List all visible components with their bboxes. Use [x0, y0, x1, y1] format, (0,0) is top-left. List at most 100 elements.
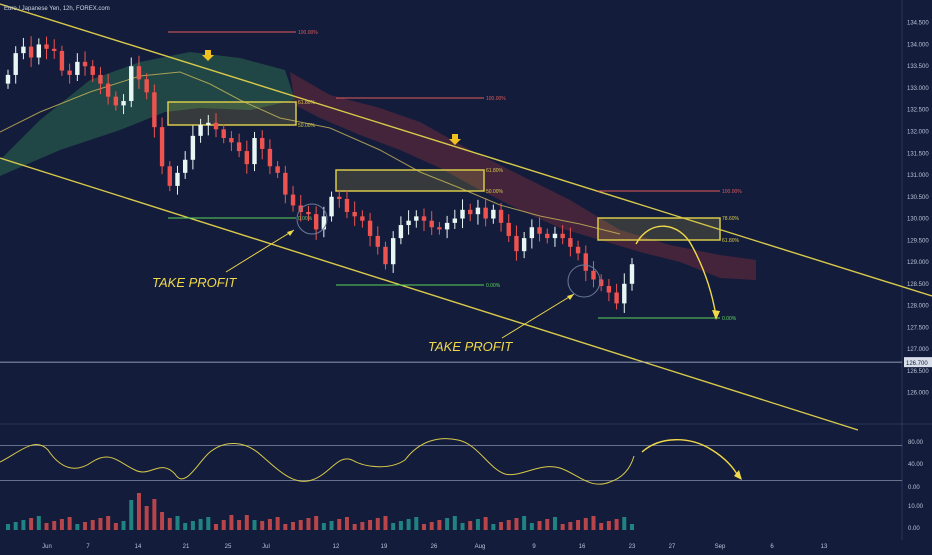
candle-body — [444, 222, 450, 230]
volume-bar — [622, 517, 627, 530]
candle-body — [28, 46, 34, 58]
candle-body — [390, 238, 396, 265]
fib-zone — [336, 170, 484, 191]
volume-bar — [414, 517, 419, 530]
ichimoku-cloud-green — [0, 52, 295, 176]
candle-body — [275, 166, 280, 173]
price-axis-tick: 133.000 — [907, 86, 929, 92]
volume-bar — [229, 515, 234, 530]
volume-bar — [506, 520, 511, 530]
volume-bar — [383, 516, 388, 530]
down-arrow-icon — [202, 50, 214, 61]
volume-bar — [529, 523, 534, 530]
fib-level-label: 61.80% — [722, 238, 740, 244]
time-axis-tick: Aug — [475, 544, 486, 550]
candle-body — [383, 246, 388, 265]
candle-body — [552, 233, 558, 239]
volume-bar — [452, 516, 457, 530]
candle-body — [598, 279, 604, 286]
price-axis-tick: 129.500 — [907, 238, 929, 244]
volume-bar — [491, 524, 496, 530]
volume-bar — [599, 523, 604, 530]
volume-bar — [252, 520, 257, 530]
volume-bar — [591, 516, 596, 530]
volume-bar — [344, 517, 349, 530]
time-axis-tick: 6 — [770, 544, 774, 550]
candle-body — [221, 129, 226, 139]
time-axis-tick: 25 — [225, 544, 232, 550]
candle-body — [36, 44, 42, 58]
volume-bar — [475, 519, 480, 530]
volume-bar — [98, 518, 103, 530]
volume-bar — [221, 520, 226, 530]
candle-body — [244, 151, 250, 165]
volume-bar — [275, 517, 280, 530]
volume-bar — [352, 524, 357, 530]
candle-body — [614, 292, 619, 304]
candle-body — [514, 235, 519, 252]
volume-bar — [6, 524, 10, 530]
candle-body — [190, 135, 196, 160]
candle-body — [260, 138, 265, 149]
volume-axis-tick: 10.00 — [908, 504, 924, 510]
volume-bar — [321, 523, 326, 530]
candle-body — [90, 66, 95, 75]
candle-body — [252, 138, 257, 165]
volume-bar — [568, 522, 573, 530]
volume-bar — [36, 516, 41, 530]
volume-bar — [545, 519, 550, 530]
time-axis-tick: 21 — [183, 544, 190, 550]
volume-bar — [483, 517, 488, 530]
fib-level-label: 100.00% — [722, 189, 742, 195]
candle-body — [144, 79, 149, 93]
price-axis-tick: 126.000 — [907, 391, 929, 397]
fib-zone — [598, 218, 720, 240]
candle-body — [13, 53, 18, 75]
rsi-projection-arrowhead-icon — [734, 470, 742, 480]
channel-upper-line — [0, 3, 932, 297]
volume-axis-tick: 0.00 — [908, 526, 920, 532]
candle-body — [198, 124, 203, 136]
price-axis-tick: 134.000 — [907, 42, 929, 48]
fib-level-label: 50.00% — [298, 123, 316, 129]
candle-body — [360, 216, 365, 221]
volume-bar — [306, 518, 311, 530]
time-axis-tick: 19 — [381, 544, 388, 550]
fib-zone — [168, 102, 296, 125]
time-axis-tick: Sep — [715, 544, 726, 550]
fib-level-label: 0.00% — [486, 283, 501, 289]
volume-bar — [391, 523, 396, 530]
candle-body — [498, 209, 504, 223]
candle-body — [606, 285, 612, 293]
volume-bar — [406, 519, 411, 530]
fib-level-label: 78.60% — [722, 216, 740, 222]
pointer-arrowhead-icon — [567, 294, 574, 300]
time-axis-tick: Jun — [42, 544, 52, 550]
volume-bar — [183, 523, 188, 530]
price-axis-tick: 129.000 — [907, 260, 929, 266]
candle-body — [5, 74, 11, 84]
volume-bar — [67, 517, 72, 530]
rsi-axis-tick: 40.00 — [908, 462, 924, 468]
volume-bar — [630, 524, 634, 530]
candle-body — [521, 238, 527, 252]
candle-body — [468, 209, 473, 215]
volume-bar — [214, 524, 218, 530]
volume-bar — [52, 521, 57, 530]
volume-bar — [59, 519, 64, 530]
time-axis-tick: 27 — [669, 544, 676, 550]
volume-bar — [152, 499, 157, 530]
candle-body — [452, 218, 458, 223]
volume-bar — [167, 518, 172, 530]
rsi-line — [0, 438, 635, 485]
volume-bar — [291, 522, 296, 530]
candle-body — [560, 233, 565, 239]
candle-body — [329, 196, 334, 217]
volume-bar — [283, 524, 288, 530]
candle-body — [213, 122, 219, 130]
volume-bar — [175, 516, 180, 530]
price-axis-tick: 134.500 — [907, 21, 929, 27]
candle-body — [506, 222, 511, 236]
highlight-circle — [567, 264, 601, 298]
